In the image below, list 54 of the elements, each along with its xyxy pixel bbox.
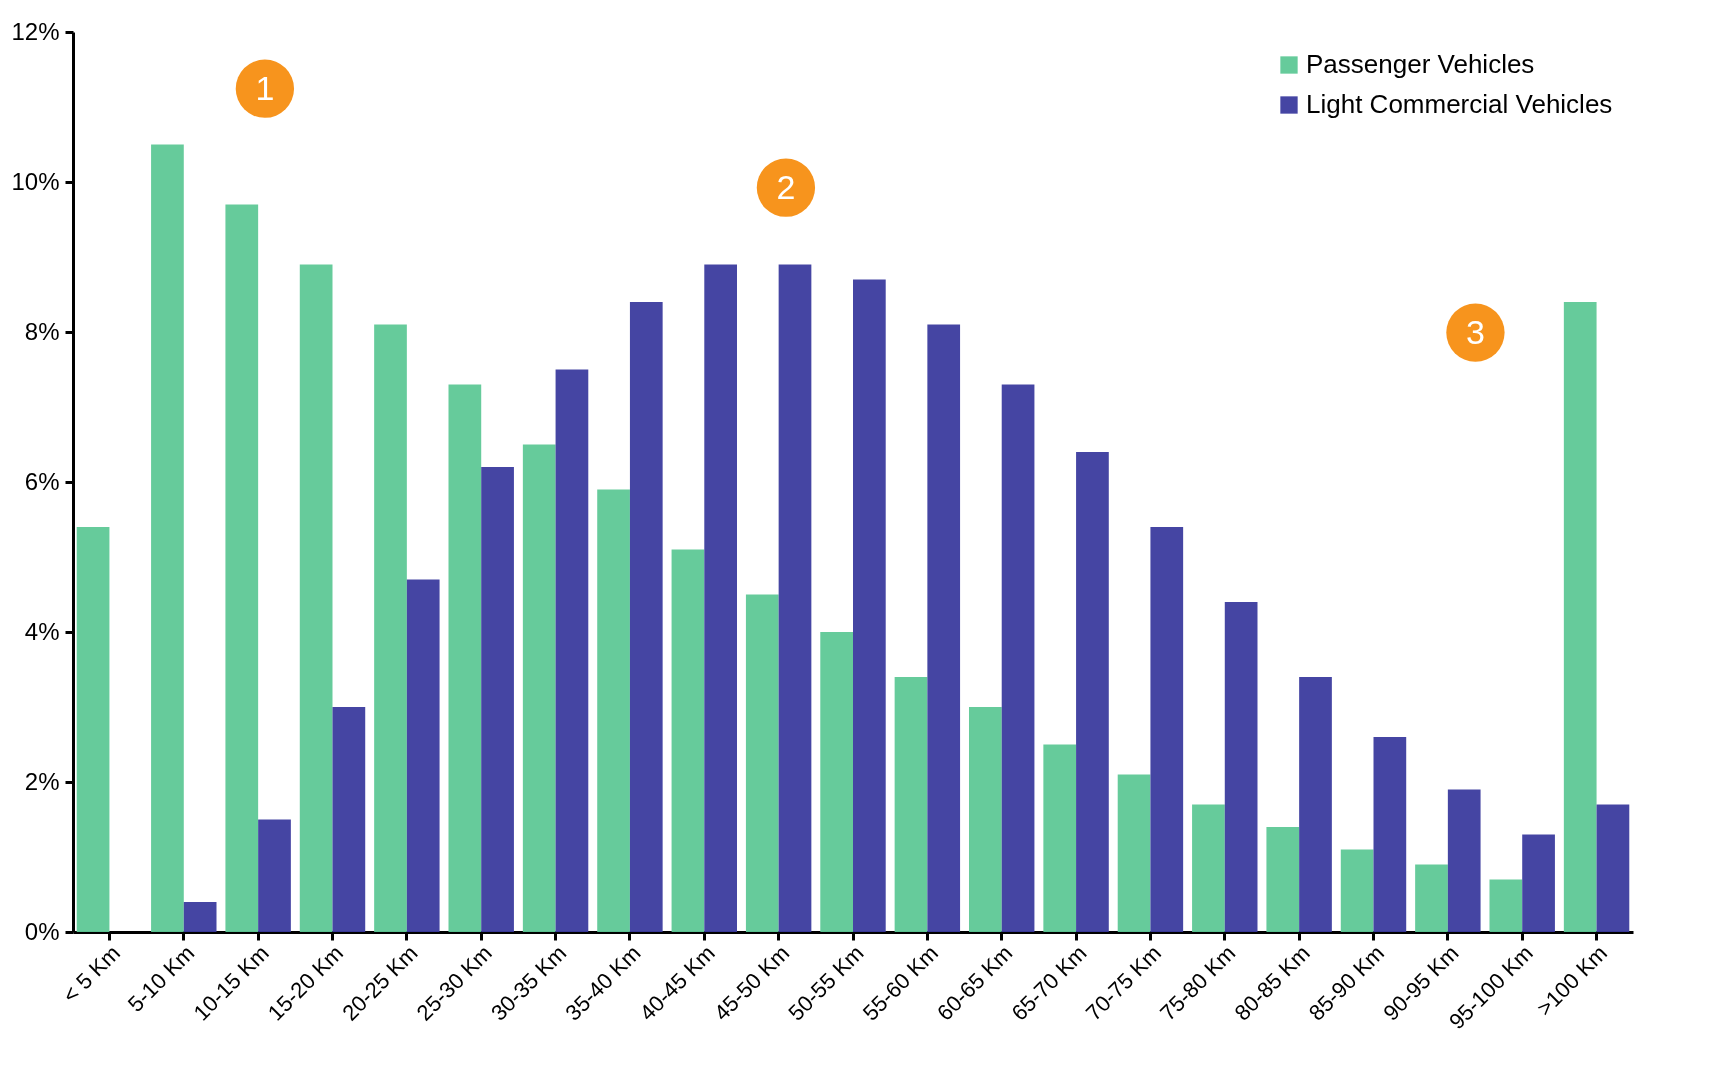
bar xyxy=(704,264,737,932)
legend-label: Passenger Vehicles xyxy=(1306,49,1535,79)
annotation: 3 xyxy=(1465,312,1485,351)
bar xyxy=(1522,834,1555,932)
bar xyxy=(1596,804,1630,932)
y-tick-label: 12% xyxy=(11,17,60,45)
bar xyxy=(927,324,961,932)
y-tick-label: 2% xyxy=(24,767,60,795)
bar xyxy=(597,489,630,932)
bar xyxy=(555,369,589,932)
x-tick-label: < 5 Km xyxy=(57,940,125,1008)
bar xyxy=(894,677,928,932)
bar xyxy=(1373,737,1407,932)
bar xyxy=(1340,849,1374,932)
bar xyxy=(299,264,333,932)
bar xyxy=(969,707,1002,932)
bar xyxy=(1224,602,1258,932)
bar xyxy=(629,302,663,932)
legend-label: Light Commercial Vehicles xyxy=(1306,89,1613,119)
bar xyxy=(448,384,482,932)
y-tick-label: 0% xyxy=(24,917,60,945)
bar xyxy=(778,264,812,932)
bar xyxy=(1150,527,1184,932)
bar xyxy=(1299,677,1332,932)
bar xyxy=(1266,827,1300,932)
bar xyxy=(258,819,291,932)
y-tick-label: 4% xyxy=(24,617,60,645)
bar xyxy=(374,324,407,932)
bar xyxy=(1076,452,1109,932)
bar xyxy=(671,549,705,932)
bar xyxy=(820,632,853,932)
y-tick-label: 10% xyxy=(11,167,60,195)
bar xyxy=(1415,864,1448,932)
bar xyxy=(853,279,886,932)
bar xyxy=(183,902,217,932)
bar xyxy=(332,707,366,932)
y-tick-label: 6% xyxy=(24,467,60,495)
bar xyxy=(1117,774,1151,932)
bar xyxy=(1192,804,1225,932)
bar xyxy=(1001,384,1035,932)
bar xyxy=(1563,302,1597,932)
bar xyxy=(1043,744,1077,932)
bar xyxy=(1447,789,1481,932)
bar xyxy=(225,204,259,932)
annotation: 1 xyxy=(255,68,275,107)
bar xyxy=(1489,879,1523,932)
bar xyxy=(522,444,556,932)
bar xyxy=(406,579,440,932)
bar xyxy=(481,467,514,932)
bar xyxy=(151,144,184,932)
bar xyxy=(745,594,779,932)
bar xyxy=(76,527,110,932)
annotation: 2 xyxy=(776,167,796,206)
y-tick-label: 8% xyxy=(24,317,60,345)
